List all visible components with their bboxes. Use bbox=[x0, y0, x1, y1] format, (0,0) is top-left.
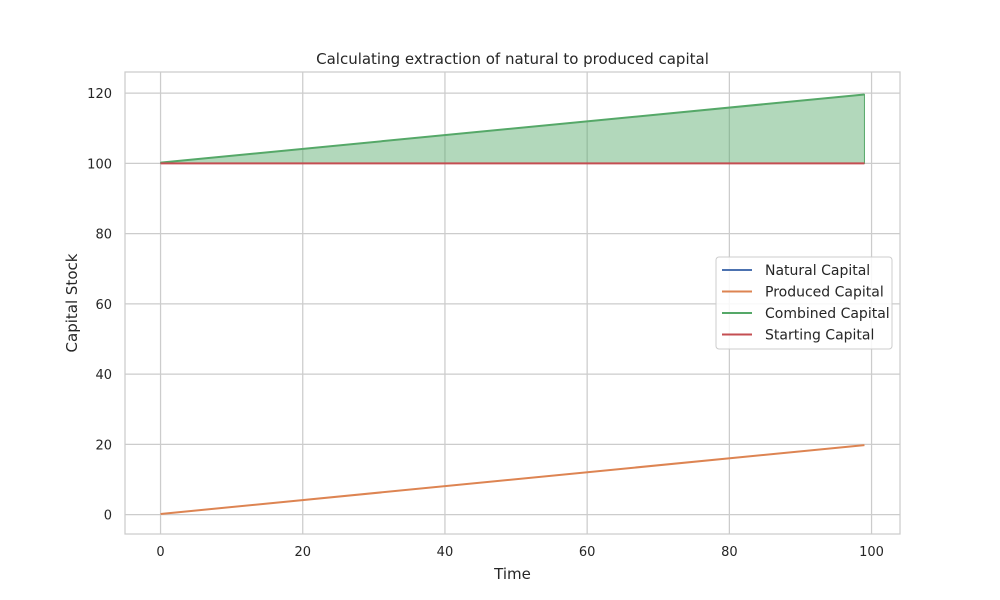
x-axis-ticks: 0 20 40 60 80 100 bbox=[156, 545, 884, 560]
y-axis-ticks: 0 20 40 60 80 100 120 bbox=[87, 87, 112, 524]
legend-label: Produced Capital bbox=[765, 285, 884, 301]
x-tick-label: 0 bbox=[156, 545, 164, 560]
y-tick-label: 100 bbox=[87, 157, 112, 172]
x-tick-label: 80 bbox=[721, 545, 738, 560]
x-tick-label: 20 bbox=[294, 545, 311, 560]
series-lines bbox=[160, 93, 865, 515]
y-tick-label: 20 bbox=[95, 438, 112, 453]
x-tick-label: 100 bbox=[859, 545, 884, 560]
chart-title: Calculating extraction of natural to pro… bbox=[316, 50, 709, 68]
y-axis-label: Capital Stock bbox=[63, 253, 81, 352]
y-tick-label: 60 bbox=[95, 298, 112, 313]
legend-label: Starting Capital bbox=[765, 328, 874, 344]
series-line-produced-capital bbox=[160, 444, 865, 515]
x-axis-label: Time bbox=[493, 565, 531, 583]
legend-label: Combined Capital bbox=[765, 306, 890, 322]
y-tick-label: 40 bbox=[95, 368, 112, 383]
y-tick-label: 0 bbox=[104, 509, 112, 524]
legend-label: Natural Capital bbox=[765, 263, 870, 279]
y-tick-label: 120 bbox=[87, 87, 112, 102]
legend: Natural Capital Produced Capital Combined … bbox=[715, 256, 893, 350]
x-tick-label: 40 bbox=[437, 545, 454, 560]
plot-frame bbox=[124, 71, 901, 535]
y-tick-label: 80 bbox=[95, 228, 112, 243]
series-line-combined-capital bbox=[160, 93, 865, 164]
x-tick-label: 60 bbox=[579, 545, 596, 560]
legend-box bbox=[715, 256, 893, 350]
